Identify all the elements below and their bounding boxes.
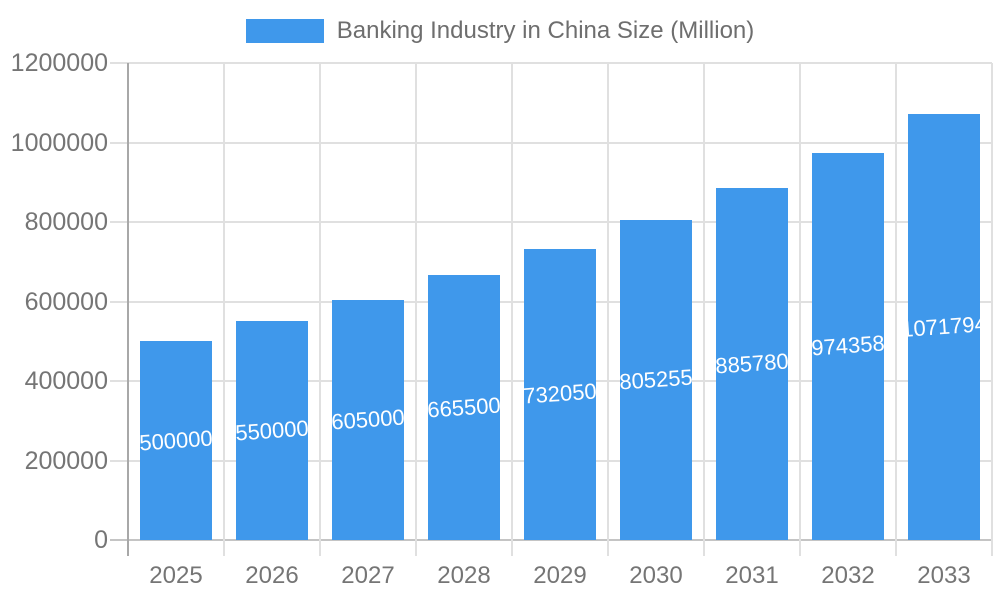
y-gridline: [110, 221, 992, 223]
x-axis-tick-label: 2031: [725, 562, 779, 589]
bar-2027[interactable]: 605000: [332, 299, 404, 540]
legend-swatch: [245, 19, 324, 43]
x-gridline: [607, 63, 609, 556]
x-axis-tick-label: 2026: [245, 562, 299, 589]
bar-value-label: 500000: [140, 425, 212, 456]
bar-2033[interactable]: 1071794: [908, 113, 980, 540]
bar-value-label: 605000: [332, 404, 404, 435]
x-axis-tick-label: 2030: [629, 562, 683, 589]
y-axis-tick-label: 600000: [24, 287, 108, 316]
legend-label: Banking Industry in China Size (Million): [336, 17, 755, 44]
x-axis-tick-label: 2029: [533, 562, 587, 589]
y-axis-tick-label: 0: [94, 526, 108, 554]
x-axis-baseline: [110, 539, 992, 541]
y-axis-tick-label: 1200000: [10, 49, 108, 77]
bar-value-label: 550000: [236, 415, 308, 446]
y-axis-tick-label: 800000: [24, 208, 108, 236]
bar-2029[interactable]: 732050: [524, 249, 596, 540]
x-gridline: [223, 63, 225, 556]
y-gridline: [110, 141, 992, 144]
x-axis-tick-label: 2027: [341, 562, 395, 589]
x-gridline: [511, 63, 513, 556]
x-gridline: [415, 63, 417, 556]
y-axis-tick-label: 200000: [24, 446, 108, 475]
y-axis-line: [127, 63, 129, 556]
x-axis-tick-label: 2033: [917, 562, 971, 589]
x-gridline: [319, 63, 321, 556]
y-axis-tick-label: 400000: [24, 367, 108, 395]
y-gridline: [110, 62, 992, 64]
bar-2032[interactable]: 974358: [812, 152, 884, 540]
bar-value-label: 885780: [716, 348, 788, 379]
y-axis-tick-label: 1000000: [10, 128, 108, 157]
x-gridline: [991, 63, 993, 556]
bar-2031[interactable]: 885780: [716, 187, 788, 540]
bar-2025[interactable]: 500000: [140, 341, 212, 540]
bar-value-label: 665500: [428, 392, 500, 423]
bar-value-label: 805255: [620, 364, 692, 395]
bar-value-label: 732050: [524, 378, 596, 410]
x-gridline: [703, 63, 705, 556]
x-axis-tick-label: 2025: [149, 562, 203, 589]
bar-2026[interactable]: 550000: [236, 321, 308, 540]
x-gridline: [895, 63, 897, 556]
chart-legend: Banking Industry in China Size (Million): [0, 16, 1000, 46]
bar-2028[interactable]: 665500: [428, 275, 500, 540]
x-axis-tick-label: 2032: [821, 562, 875, 589]
bar-2030[interactable]: 805255: [620, 219, 692, 540]
x-axis-tick-label: 2028: [437, 562, 491, 589]
x-gridline: [799, 63, 801, 556]
bar-value-label: 1071794: [908, 311, 980, 342]
bar-value-label: 974358: [812, 330, 884, 361]
